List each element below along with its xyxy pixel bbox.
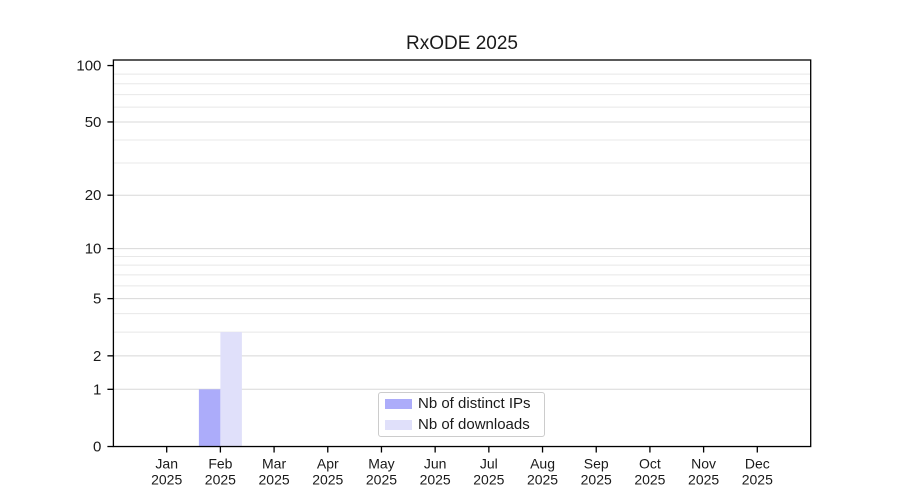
svg-text:2025: 2025 — [742, 472, 773, 488]
svg-text:2025: 2025 — [420, 472, 451, 488]
svg-text:2: 2 — [93, 348, 101, 365]
svg-text:May: May — [368, 456, 394, 472]
svg-text:0: 0 — [93, 439, 101, 456]
svg-text:2025: 2025 — [527, 472, 558, 488]
svg-text:2025: 2025 — [259, 472, 290, 488]
svg-text:5: 5 — [93, 291, 101, 308]
svg-text:1: 1 — [93, 381, 101, 398]
svg-text:2025: 2025 — [366, 472, 397, 488]
svg-text:Jun: Jun — [424, 456, 447, 472]
svg-text:10: 10 — [85, 241, 102, 258]
svg-text:Aug: Aug — [530, 456, 555, 472]
svg-text:Feb: Feb — [208, 456, 232, 472]
svg-text:Jul: Jul — [480, 456, 498, 472]
svg-text:Dec: Dec — [745, 456, 770, 472]
svg-text:2025: 2025 — [205, 472, 236, 488]
svg-text:Sep: Sep — [584, 456, 609, 472]
svg-text:2025: 2025 — [581, 472, 612, 488]
svg-text:2025: 2025 — [473, 472, 504, 488]
svg-text:50: 50 — [85, 114, 102, 131]
svg-text:100: 100 — [76, 58, 101, 75]
svg-text:Mar: Mar — [262, 456, 286, 472]
svg-text:2025: 2025 — [312, 472, 343, 488]
svg-text:2025: 2025 — [688, 472, 719, 488]
svg-text:Oct: Oct — [639, 456, 661, 472]
svg-text:2025: 2025 — [151, 472, 182, 488]
svg-text:Jan: Jan — [155, 456, 178, 472]
svg-text:20: 20 — [85, 187, 102, 204]
svg-text:Nov: Nov — [691, 456, 716, 472]
svg-text:Apr: Apr — [317, 456, 339, 472]
svg-text:2025: 2025 — [634, 472, 665, 488]
